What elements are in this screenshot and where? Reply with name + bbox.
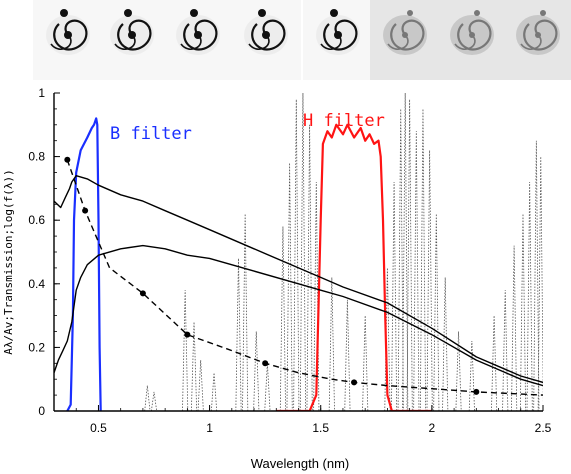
spiral-galaxy-icon <box>303 0 373 80</box>
emission-line <box>537 156 543 411</box>
emission-line <box>519 213 527 411</box>
emission-line <box>526 182 533 411</box>
spiral-galaxy-icon <box>437 0 507 80</box>
emission-line <box>235 258 242 411</box>
lower-spectrum-line <box>54 244 543 387</box>
emission-line <box>511 245 518 411</box>
emission-line <box>197 360 204 411</box>
extinction-curve-line <box>66 159 543 396</box>
emission-line <box>413 131 420 411</box>
x-tick-label: 2 <box>429 421 436 435</box>
emission-line <box>391 182 398 411</box>
x-tick-label: 2.5 <box>535 421 552 435</box>
emission-line <box>433 213 440 411</box>
emission-line <box>279 226 287 411</box>
emission-line <box>286 162 293 411</box>
emission-line <box>344 299 351 411</box>
extinction-marker <box>64 156 71 163</box>
upper-spectrum-line <box>54 174 543 384</box>
y-tick-label: 0 <box>38 404 45 418</box>
spiral-galaxy-icon <box>33 0 103 80</box>
H-filter-transmission-line <box>276 123 432 411</box>
y-tick-label: 0.2 <box>28 340 45 354</box>
x-axis-label: Wavelength (nm) <box>251 456 350 471</box>
y-tick-label: 0.8 <box>28 150 45 164</box>
emission-line <box>144 385 151 411</box>
spiral-galaxy-icon <box>503 0 571 80</box>
emission-line <box>150 391 158 411</box>
emission-line <box>293 99 300 411</box>
emission-line <box>419 108 427 411</box>
b-filter-label: B filter <box>110 124 192 144</box>
spiral-galaxy-icon <box>370 0 440 80</box>
extinction-marker <box>139 290 146 297</box>
y-tick-label: 0.6 <box>28 213 45 227</box>
emission-line <box>210 372 218 411</box>
plot-area <box>54 93 543 411</box>
emission-line <box>468 341 475 411</box>
B-filter-transmission-line <box>66 117 102 411</box>
emission-line <box>455 331 462 411</box>
spiral-galaxy-icon <box>97 0 167 80</box>
extinction-marker <box>184 331 191 338</box>
axes: 0.5 1 1.5 2 2.5 0 0.2 0.4 0.6 0.8 1 <box>28 86 551 435</box>
emission-line <box>491 315 498 411</box>
emission-line <box>306 124 313 411</box>
emission-line <box>190 321 198 411</box>
emission-line <box>299 93 307 411</box>
extinction-marker <box>351 379 358 386</box>
spiral-galaxy-icon <box>231 0 301 80</box>
emission-line <box>242 213 249 411</box>
h-filter-label: H filter <box>303 111 385 131</box>
emission-line <box>442 277 449 411</box>
extinction-marker <box>473 388 480 395</box>
y-tick-label: 0.4 <box>28 277 45 291</box>
emission-line <box>253 331 260 411</box>
emission-line <box>426 150 433 411</box>
emission-line <box>362 315 369 411</box>
emission-line <box>402 93 409 411</box>
spiral-galaxy-icon <box>163 0 233 80</box>
x-tick-label: 0.5 <box>90 421 107 435</box>
emission-line <box>264 363 271 411</box>
emission-line <box>533 140 540 411</box>
emission-line <box>182 290 189 411</box>
emission-line <box>328 277 335 411</box>
x-tick-label: 1.5 <box>312 421 329 435</box>
emission-line <box>406 99 413 411</box>
extinction-marker <box>82 207 89 214</box>
y-axis-label: Aλ/Av;Transmission;log(f(λ)) <box>2 169 15 354</box>
y-tick-label: 1 <box>38 86 45 100</box>
extinction-marker <box>262 360 269 367</box>
x-tick-label: 1 <box>206 421 213 435</box>
